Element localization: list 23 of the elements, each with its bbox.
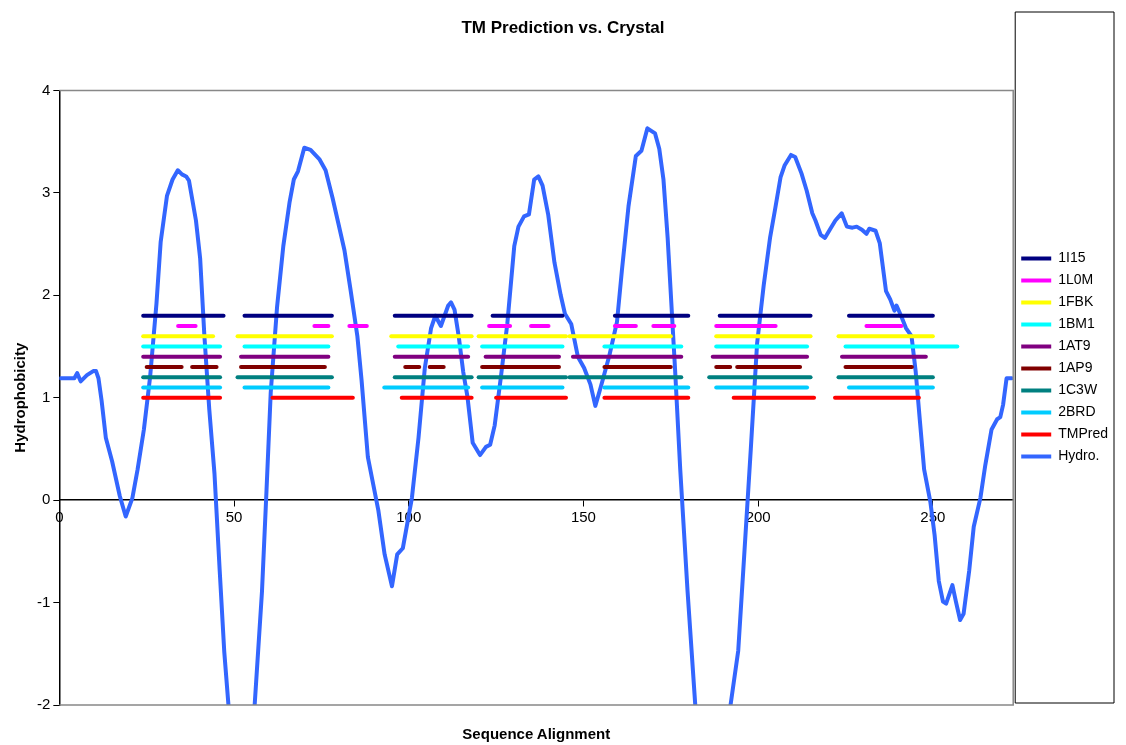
x-axis-title: Sequence Alignment	[462, 724, 611, 742]
x-tick-label: 200	[745, 508, 771, 526]
y-tick-label: 4	[41, 80, 51, 98]
y-tick-label: -1	[36, 592, 51, 610]
legend-label: 1AT9	[1058, 337, 1091, 354]
y-tick-label: -2	[36, 695, 51, 713]
legend-label: TMPred	[1058, 425, 1109, 442]
y-tick-label: 3	[41, 182, 51, 200]
legend-label: 1BM1	[1058, 315, 1095, 332]
legend-label: 2BRD	[1058, 403, 1096, 420]
legend-label: 1C3W	[1058, 381, 1098, 398]
x-tick-label: 150	[570, 508, 596, 526]
y-axis-title: Hydrophobicity	[11, 342, 29, 453]
legend-label: 1AP9	[1058, 359, 1093, 376]
legend-label: 1FBK	[1058, 293, 1094, 310]
y-tick-label: 2	[41, 285, 51, 303]
legend-label: 1L0M	[1058, 271, 1094, 288]
legend-label: 1I15	[1058, 249, 1086, 266]
y-tick-label: 1	[41, 387, 51, 405]
legend-label: Hydro.	[1058, 447, 1100, 464]
y-tick-label: 0	[41, 490, 51, 508]
chart-title: TM Prediction vs. Crystal	[461, 17, 665, 37]
x-tick-label: 50	[225, 508, 243, 526]
